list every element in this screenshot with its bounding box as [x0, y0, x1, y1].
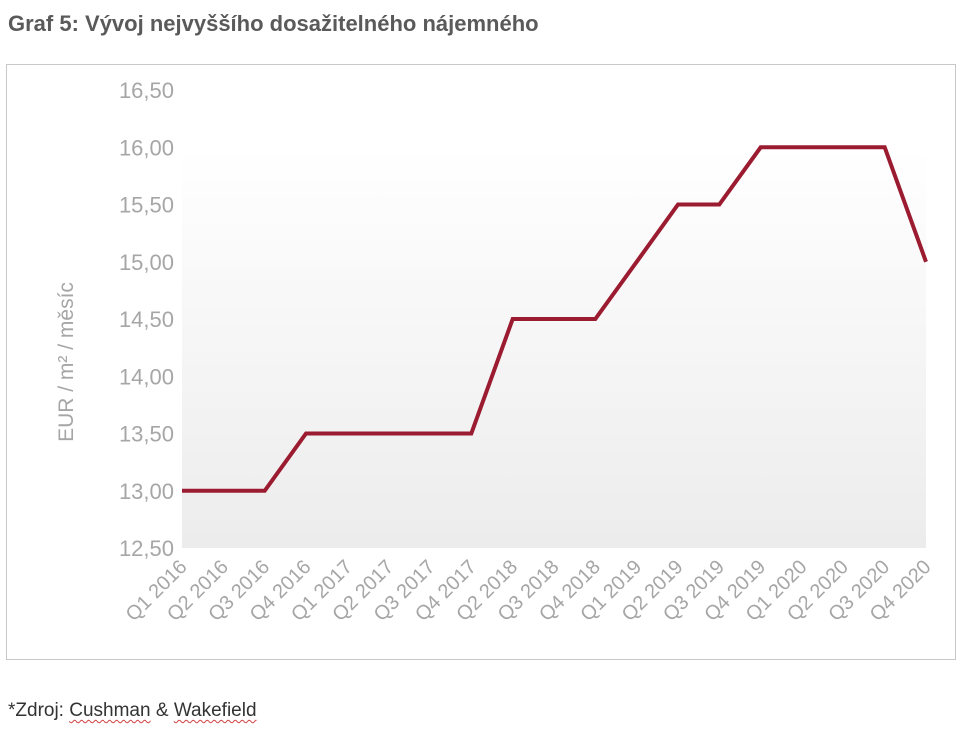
y-tick-label: 15,50	[119, 193, 174, 218]
y-tick-label: 13,50	[119, 422, 174, 447]
y-tick-label: 16,50	[119, 78, 174, 103]
chart-title: Graf 5: Vývoj nejvyššího dosažitelného n…	[8, 11, 539, 36]
y-tick-label: 14,00	[119, 364, 174, 389]
source-ampersand: &	[150, 700, 174, 721]
series-group	[181, 145, 928, 493]
source-note: *Zdroj: Cushman & Wakefield	[8, 700, 257, 722]
source-word-cushman: Cushman	[69, 700, 151, 721]
y-tick-label: 16,00	[119, 135, 174, 160]
plot-background	[182, 148, 926, 548]
y-axis: 12,50 13,00 13,50 14,00 14,50 15,00 15,50 16,00…	[119, 78, 174, 561]
source-word-wakefield: Wakefield	[173, 700, 257, 721]
y-tick-label: 13,00	[119, 479, 174, 504]
y-tick-label: 15,00	[119, 250, 174, 275]
y-tick-label: 12,50	[119, 536, 174, 561]
y-tick-label: 14,50	[119, 307, 174, 332]
source-prefix: *Zdroj:	[8, 700, 70, 721]
y-axis-label: EUR / m² / měsíc	[55, 282, 78, 442]
